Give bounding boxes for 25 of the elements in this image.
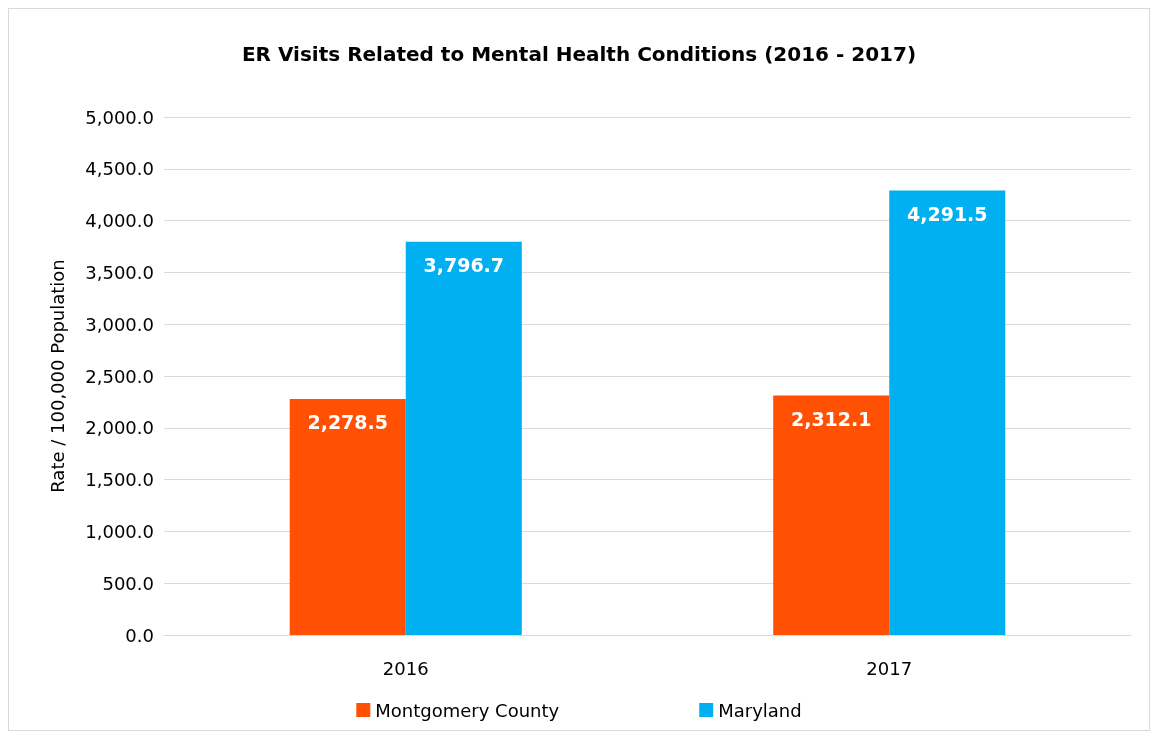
- legend-label: Montgomery County: [375, 699, 560, 721]
- y-tick-label: 4,000.0: [85, 210, 154, 232]
- bar: [889, 190, 1006, 635]
- y-tick-label: 5,000.0: [85, 106, 154, 128]
- bar: [405, 241, 522, 635]
- y-tick-label: 0.0: [125, 624, 154, 646]
- y-tick-label: 4,500.0: [85, 158, 154, 180]
- data-label: 2,312.1: [790, 407, 872, 430]
- y-tick-label: 1,500.0: [85, 469, 154, 491]
- y-tick-label: 500.0: [102, 572, 154, 594]
- data-label: 4,291.5: [907, 202, 988, 225]
- x-tick-label: 2016: [382, 657, 429, 679]
- chart-title: ER Visits Related to Mental Health Conditions (2016 - 2017): [241, 42, 917, 66]
- data-label: 2,278.5: [307, 411, 388, 434]
- y-tick-label: 3,500.0: [85, 261, 154, 283]
- x-tick-label: 2017: [866, 657, 913, 679]
- bar: [289, 398, 406, 635]
- y-axis-title: Rate / 100,000 Population: [46, 259, 68, 493]
- legend-label: Maryland: [718, 699, 802, 721]
- y-tick-label: 1,000.0: [85, 520, 154, 542]
- y-tick-label: 2,000.0: [85, 417, 154, 439]
- bar: [773, 395, 890, 635]
- data-label: 3,796.7: [423, 254, 505, 277]
- y-tick-label: 3,000.0: [85, 313, 154, 335]
- y-tick-label: 2,500.0: [85, 365, 154, 387]
